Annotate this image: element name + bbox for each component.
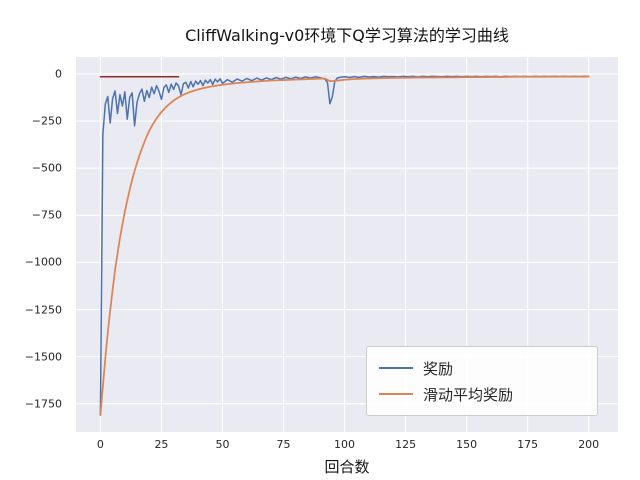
legend-label-moving-average: 滑动平均奖励 xyxy=(423,385,514,404)
x-tick-label: 125 xyxy=(395,438,417,451)
reward-line-swatch xyxy=(379,367,413,369)
legend-item-moving-average: 滑动平均奖励 xyxy=(379,381,585,407)
y-tick-label: −250 xyxy=(31,114,62,128)
x-tick-label: 75 xyxy=(276,438,291,451)
x-tick-label: 150 xyxy=(456,438,478,451)
x-axis-label: 回合数 xyxy=(324,458,370,476)
y-tick-label: −1250 xyxy=(24,303,62,316)
moving-average-line-swatch xyxy=(379,393,413,395)
legend: 奖励 滑动平均奖励 xyxy=(366,346,598,416)
plot-area xyxy=(76,57,618,432)
x-tick-label: 100 xyxy=(334,438,356,451)
x-axis-ticks: 0 25 50 75 100 125 150 175 200 xyxy=(76,438,618,454)
y-tick-label: 0 xyxy=(55,67,62,81)
legend-item-reward: 奖励 xyxy=(379,355,585,381)
moving-average-line xyxy=(99,75,590,416)
chart-title: CliffWalking-v0环境下Q学习算法的学习曲线 xyxy=(185,26,509,45)
y-axis-ticks: 0 −250 −500 −750 −1000 −1250 −1500 −1750 xyxy=(0,57,70,432)
x-tick-label: 200 xyxy=(578,438,600,451)
y-tick-label: −1500 xyxy=(24,350,62,364)
y-tick-label: −1750 xyxy=(24,397,62,411)
y-tick-label: −1000 xyxy=(24,255,62,269)
y-tick-label: −750 xyxy=(31,208,62,222)
x-tick-label: 50 xyxy=(215,438,230,451)
plot-svg xyxy=(76,57,618,432)
legend-label-reward: 奖励 xyxy=(423,359,454,378)
y-tick-label: −500 xyxy=(31,161,62,175)
x-tick-label: 175 xyxy=(517,438,539,451)
x-tick-label: 25 xyxy=(154,438,169,451)
x-tick-label: 0 xyxy=(96,438,104,451)
